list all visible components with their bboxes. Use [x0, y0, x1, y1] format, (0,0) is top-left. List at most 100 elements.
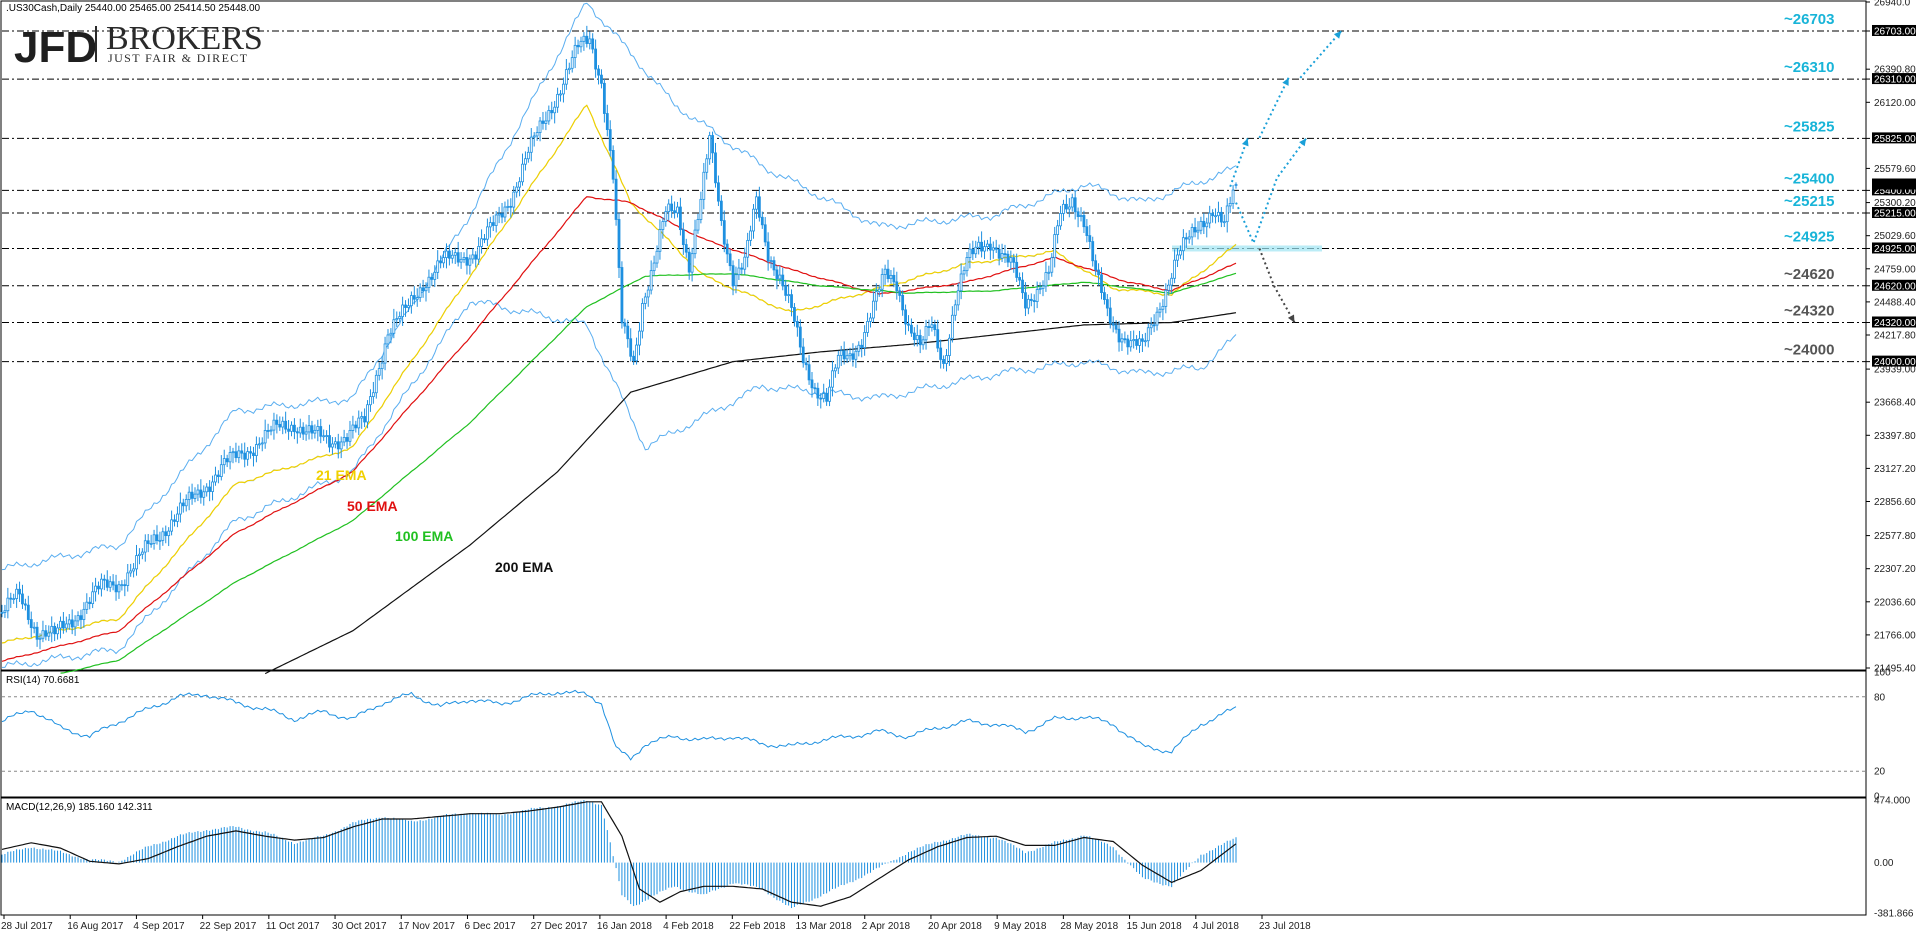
macd-tick-label: 0.00 [1874, 858, 1894, 869]
candle-body [140, 551, 144, 555]
candle-body [143, 540, 147, 553]
candle [506, 199, 510, 212]
candle-body [234, 451, 238, 459]
candle-body [646, 289, 650, 298]
candle [193, 487, 197, 503]
candle-body [1205, 222, 1209, 228]
candle [214, 466, 217, 486]
candle-body [1117, 328, 1121, 343]
candle [544, 111, 548, 131]
candle-body [348, 430, 352, 442]
candle [465, 248, 469, 275]
level-label-26703: ~26703 [1784, 11, 1834, 28]
candle-body [760, 216, 764, 226]
candle-body [138, 553, 141, 556]
candle [456, 241, 460, 267]
macd-panel[interactable] [0, 797, 1867, 916]
candle-body [1105, 299, 1109, 309]
candle-body [874, 291, 878, 302]
candle [907, 315, 910, 332]
date-tick-label: 16 Aug 2017 [67, 921, 124, 932]
candle-body [398, 316, 402, 319]
candle [579, 36, 583, 53]
candle-body [1050, 257, 1054, 273]
candle-body [529, 136, 533, 153]
candle-body [1062, 203, 1065, 214]
candle [301, 422, 305, 440]
candle [801, 338, 805, 368]
candle-body [266, 430, 270, 432]
candle-body [64, 623, 68, 629]
candle-body [594, 48, 598, 70]
candle [202, 485, 206, 506]
candle [1161, 299, 1165, 321]
candle-body [752, 208, 755, 232]
candle [67, 614, 71, 630]
candle-body [389, 332, 393, 336]
candle [374, 370, 378, 399]
candle-body [108, 581, 112, 588]
candle [904, 304, 907, 335]
candle-body [225, 458, 229, 463]
candle-body [351, 424, 355, 431]
candle-body [328, 435, 331, 448]
candle-body [486, 226, 489, 240]
forecast-up-arrow-2-head [1282, 77, 1289, 86]
candle-body [743, 256, 747, 270]
candle-body [1059, 213, 1062, 227]
candle-body [617, 219, 621, 268]
candle [272, 412, 276, 440]
candle [412, 286, 416, 305]
candle [1003, 244, 1007, 263]
rsi-tick-label: 100 [1874, 668, 1891, 679]
candle [102, 574, 106, 591]
candle [23, 598, 27, 611]
price-tag: 25400.00 [1874, 186, 1916, 197]
candle-body [544, 120, 548, 124]
candle [573, 36, 577, 69]
candle [550, 101, 554, 120]
price-panel[interactable] [0, 0, 1867, 671]
candle [503, 201, 507, 223]
candle-body [661, 221, 665, 230]
candle [643, 292, 647, 310]
candle-body [418, 287, 422, 298]
candle [509, 198, 513, 218]
candle [1097, 263, 1100, 286]
date-tick-label: 13 Mar 2018 [796, 921, 853, 932]
candle [640, 298, 644, 339]
candle [845, 348, 849, 363]
candle [734, 266, 738, 294]
candle-body [638, 330, 641, 346]
candle [614, 170, 618, 226]
candle-body [728, 253, 732, 267]
candle-body [1120, 338, 1124, 343]
candle-body [702, 171, 706, 200]
candle [164, 525, 168, 544]
candle-body [170, 519, 174, 532]
candle [708, 131, 712, 165]
candle [983, 240, 986, 260]
candle [1091, 236, 1095, 267]
candle [851, 343, 855, 367]
candles [0, 25, 1238, 650]
candle [886, 259, 890, 283]
candle [997, 244, 1001, 266]
candle-body [1141, 338, 1144, 342]
candle [611, 145, 615, 184]
candle-body [339, 441, 343, 450]
rsi-panel[interactable] [0, 670, 1867, 798]
candle-body [1088, 235, 1092, 242]
candle-body [319, 426, 323, 437]
candle [889, 269, 893, 284]
candle-body [866, 321, 869, 333]
candle-body [845, 355, 849, 360]
candle [199, 479, 203, 504]
candle [1041, 280, 1045, 297]
candle [521, 153, 524, 186]
candle-body [775, 269, 779, 280]
candle-body [447, 250, 451, 259]
candle-body [307, 425, 311, 433]
candle-body [1199, 220, 1203, 231]
